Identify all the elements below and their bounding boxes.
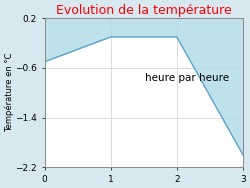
Title: Evolution de la température: Evolution de la température [56, 4, 232, 17]
Y-axis label: Température en °C: Température en °C [4, 53, 14, 133]
Text: heure par heure: heure par heure [145, 73, 230, 83]
